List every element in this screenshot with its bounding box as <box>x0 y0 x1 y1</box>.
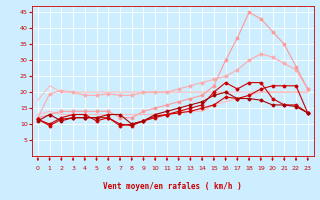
X-axis label: Vent moyen/en rafales ( km/h ): Vent moyen/en rafales ( km/h ) <box>103 182 242 191</box>
